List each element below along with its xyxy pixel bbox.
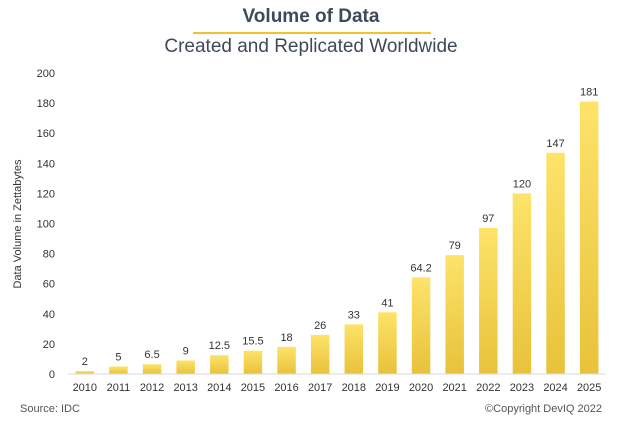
bar-chart: Data Volume in Zettabytes 0 20 40 60 80 100 12… [12, 68, 606, 394]
chart-subtitle: Created and Replicated Worldwide [164, 36, 458, 57]
title-underline [193, 32, 431, 34]
data-label-2011: 5 [115, 351, 121, 363]
source-note: Source: IDC [20, 403, 80, 415]
data-label-2014: 12.5 [209, 340, 230, 352]
y-axis: 0 20 40 60 80 100 120 140 160 180 200 [37, 68, 55, 381]
data-label-2019: 41 [381, 297, 393, 309]
data-label-2016: 18 [280, 332, 292, 344]
bars [75, 101, 599, 374]
x-tick-label-2010: 2010 [73, 382, 97, 394]
bar-2017 [310, 334, 330, 374]
y-axis-title: Data Volume in Zettabytes [12, 159, 24, 289]
data-label-2022: 97 [482, 213, 494, 225]
x-tick-label-2021: 2021 [442, 382, 466, 394]
bar-2015 [243, 350, 263, 374]
x-tick-label-2018: 2018 [342, 382, 366, 394]
bar-2010 [75, 370, 95, 374]
bar-2012 [142, 364, 162, 374]
x-tick-label-2022: 2022 [476, 382, 500, 394]
y-tick-label: 100 [37, 219, 55, 231]
bar-2022 [479, 228, 498, 374]
x-tick-label-2023: 2023 [510, 382, 534, 394]
x-tick-label-2020: 2020 [409, 382, 433, 394]
data-label-2023: 120 [513, 178, 531, 190]
y-tick-label: 200 [37, 68, 55, 80]
x-tick-label-2014: 2014 [207, 382, 231, 394]
y-axis-title-group: Data Volume in Zettabytes [12, 159, 24, 289]
bar-2023 [512, 193, 532, 374]
x-tick-label-2013: 2013 [173, 382, 197, 394]
data-label-2010: 2 [82, 356, 88, 368]
data-label-2017: 26 [314, 320, 326, 332]
x-tick-label-2012: 2012 [140, 382, 164, 394]
y-tick-label: 40 [43, 309, 55, 321]
bar-2021 [445, 255, 464, 374]
y-tick-label: 60 [43, 279, 55, 291]
bar-2018 [344, 324, 364, 374]
bar-2019 [378, 312, 397, 374]
x-tick-label-2016: 2016 [274, 382, 298, 394]
bar-2025 [579, 101, 599, 374]
x-axis: 2010 2011 2012 2013 2014 2015 2016 2017 2018 2019… [73, 382, 602, 394]
data-label-2025: 181 [580, 87, 598, 99]
y-tick-label: 0 [49, 369, 55, 381]
chart-title: Volume of Data [242, 6, 380, 27]
copyright-note: ©Copyright DevIQ 2022 [485, 403, 602, 415]
data-label-2021: 79 [449, 240, 461, 252]
data-label-2015: 15.5 [242, 336, 263, 348]
data-labels: 2 5 6.5 9 12.5 15.5 18 26 33 41 64.2 79 97 120 147 181 [82, 87, 599, 368]
bar-2013 [176, 360, 195, 374]
data-label-2013: 9 [183, 345, 189, 357]
y-tick-label: 180 [37, 98, 55, 110]
y-tick-label: 20 [43, 339, 55, 351]
bar-2016 [277, 346, 296, 374]
x-tick-label-2019: 2019 [375, 382, 399, 394]
y-tick-label: 160 [37, 128, 55, 140]
bar-2011 [109, 366, 128, 374]
data-label-2018: 33 [348, 309, 360, 321]
x-tick-label-2024: 2024 [543, 382, 567, 394]
data-label-2024: 147 [546, 138, 564, 150]
data-label-2020: 64.2 [410, 262, 431, 274]
y-tick-label: 140 [37, 158, 55, 170]
bar-2014 [210, 355, 229, 374]
x-tick-label-2017: 2017 [308, 382, 332, 394]
y-tick-label: 80 [43, 249, 55, 261]
y-tick-label: 120 [37, 188, 55, 200]
bar-2020 [411, 277, 431, 374]
data-label-2012: 6.5 [144, 349, 159, 361]
x-tick-label-2015: 2015 [241, 382, 265, 394]
bar-2024 [546, 152, 565, 374]
x-tick-label-2011: 2011 [107, 382, 131, 394]
x-tick-label-2025: 2025 [577, 382, 601, 394]
